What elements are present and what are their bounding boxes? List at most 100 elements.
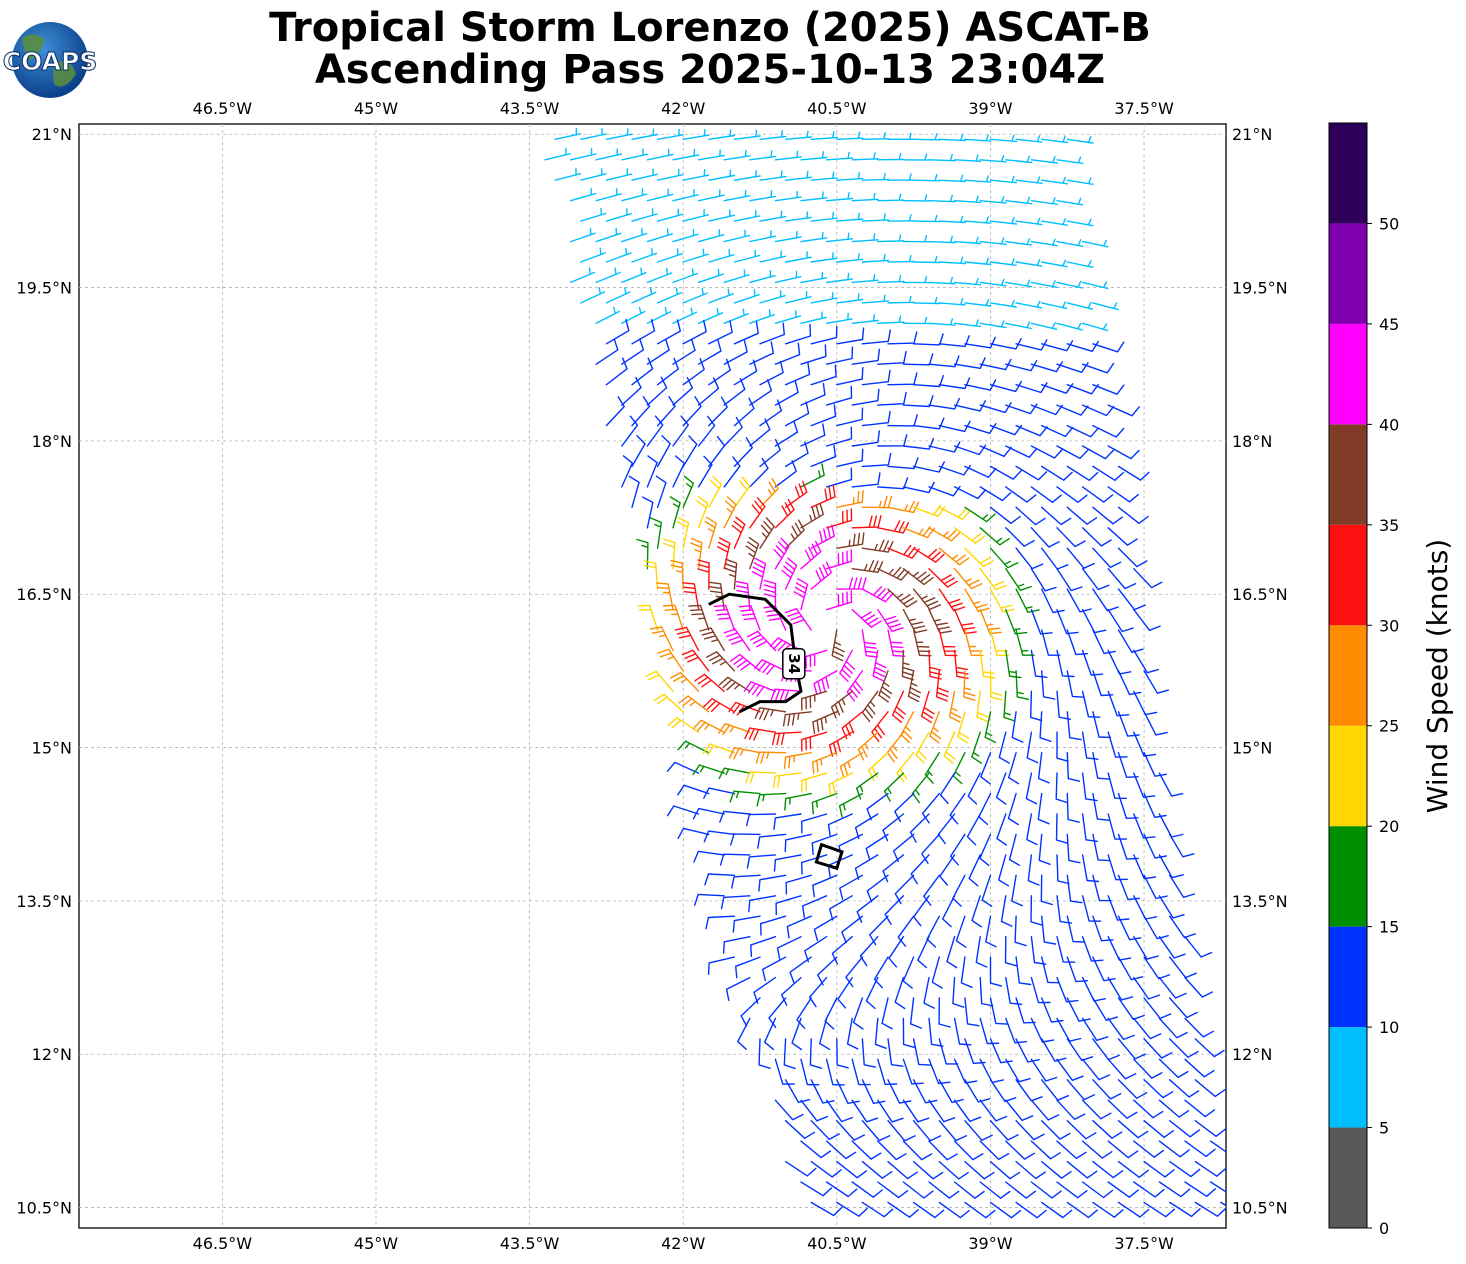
wind-barb <box>928 276 956 285</box>
map-axes-frame <box>78 123 1227 1229</box>
wind-barb <box>662 604 684 631</box>
wind-barb <box>1081 1181 1114 1199</box>
wind-barb <box>851 192 879 202</box>
wind-barb <box>877 350 907 365</box>
wind-barb <box>1107 854 1128 881</box>
wind-barb <box>605 396 625 427</box>
wind-barb <box>784 323 812 345</box>
wind-barb <box>631 435 646 468</box>
wind-barb <box>1056 1181 1088 1199</box>
wind-barb <box>851 1099 879 1123</box>
wind-barb <box>760 915 787 936</box>
wind-barb <box>894 874 915 905</box>
wind-barb <box>801 690 828 711</box>
wind-barb <box>1066 1120 1097 1140</box>
wind-barb <box>1117 547 1148 568</box>
wind-barb <box>1005 155 1033 164</box>
wind-barb <box>998 731 1010 764</box>
wind-barb <box>751 557 767 590</box>
wind-barb <box>1000 895 1013 927</box>
wind-barb <box>928 1181 960 1199</box>
wind-barb <box>708 320 733 345</box>
wind-barb <box>717 537 731 570</box>
wind-barb <box>964 216 992 224</box>
wind-barb <box>938 1038 959 1065</box>
wind-barb <box>829 895 853 921</box>
wind-barb <box>774 1099 804 1121</box>
wind-barb <box>1143 670 1170 694</box>
wind-barb <box>825 151 854 161</box>
wind-barb <box>1039 711 1052 743</box>
wind-barb <box>605 357 628 386</box>
wind-barb <box>784 291 812 304</box>
wind-barb <box>953 608 977 635</box>
wind-barb <box>748 895 777 913</box>
x-tick-label-top: 43.5°W <box>500 99 560 118</box>
wind-barb <box>631 287 657 304</box>
wind-barb <box>894 976 906 1010</box>
wind-barb <box>737 1017 751 1050</box>
logo-text: COAPS <box>3 47 98 76</box>
wind-barb <box>733 169 761 181</box>
wind-barb <box>1066 135 1094 144</box>
wind-barb <box>784 170 813 181</box>
wind-barb <box>938 215 966 224</box>
wind-barb <box>1015 1160 1046 1180</box>
wind-barb <box>971 731 983 764</box>
wind-barb <box>825 1099 853 1123</box>
wind-barb <box>580 287 606 304</box>
wind-barb <box>1056 1140 1087 1160</box>
wind-barb <box>902 956 915 989</box>
wind-barb <box>1030 1058 1058 1082</box>
wind-barb <box>856 895 879 923</box>
wind-barb <box>718 723 751 736</box>
wind-barb <box>810 404 837 427</box>
wind-barb <box>676 516 690 549</box>
wind-barb <box>1117 833 1139 860</box>
wind-barb <box>677 827 710 840</box>
wind-barb <box>851 233 879 243</box>
wind-barb <box>877 434 908 447</box>
wind-barb <box>800 540 822 570</box>
wind-barb <box>912 1160 944 1180</box>
colorbar-bin <box>1329 323 1367 425</box>
wind-barb <box>871 711 889 742</box>
wind-barb <box>1025 772 1038 805</box>
colorbar-tick-label: 35 <box>1379 516 1399 535</box>
wind-barb <box>912 333 944 346</box>
wind-barb <box>646 267 673 284</box>
wind-barb <box>1030 155 1058 164</box>
wind-barb <box>1041 1201 1073 1219</box>
wind-barb <box>645 670 674 692</box>
wind-barb <box>1081 608 1107 634</box>
wind-barb <box>708 475 722 508</box>
wind-barb <box>824 997 838 1030</box>
wind-barb <box>811 833 838 856</box>
wind-barb <box>1194 1120 1226 1137</box>
x-tick-label-top: 42°W <box>661 99 705 118</box>
wind-barb <box>1066 997 1091 1022</box>
wind-barb <box>636 538 649 570</box>
wind-barb <box>646 338 670 365</box>
wind-barb <box>1133 649 1159 674</box>
wind-barb <box>723 149 751 161</box>
wind-barb <box>1194 1079 1226 1098</box>
wind-barb <box>913 895 930 927</box>
wind-barb <box>1081 1140 1113 1159</box>
wind-barb <box>979 402 1012 414</box>
wind-barb <box>979 976 994 1007</box>
wind-barb <box>979 833 992 867</box>
wind-barb <box>1143 1079 1174 1099</box>
wind-barb <box>702 743 736 756</box>
wind-barb <box>887 500 920 514</box>
wind-barb <box>1056 568 1083 592</box>
wind-barb <box>621 338 645 365</box>
wind-barb <box>861 586 894 603</box>
wind-barb <box>938 629 958 657</box>
wind-barb <box>926 915 940 948</box>
wind-barb <box>784 1160 817 1177</box>
wind-barb <box>724 558 738 590</box>
wind-barb <box>1056 527 1086 548</box>
wind-barb <box>866 874 889 903</box>
wind-barb <box>975 936 988 968</box>
